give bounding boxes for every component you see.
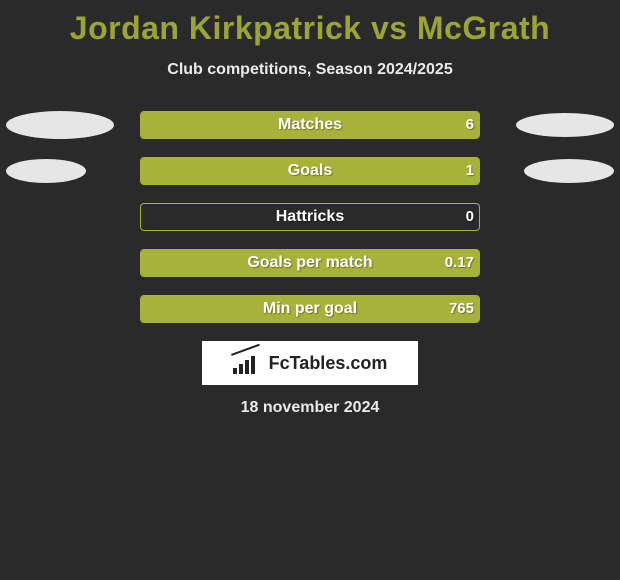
- barchart-icon: [233, 352, 263, 374]
- stat-bar-track: [140, 157, 480, 185]
- date-text: 18 november 2024: [0, 399, 620, 417]
- stats-container: Matches6 Goals1 Hattricks0 Goals per match0…: [0, 111, 620, 323]
- player-left-marker: [6, 111, 114, 139]
- player-right-marker: [524, 159, 614, 183]
- page-title: Jordan Kirkpatrick vs McGrath: [0, 0, 620, 47]
- stat-row: Min per goal765: [0, 295, 620, 323]
- stat-bar-fill: [141, 296, 479, 322]
- stat-row: Goals1: [0, 157, 620, 185]
- stat-bar-fill: [141, 158, 479, 184]
- stat-bar-fill: [141, 112, 479, 138]
- stat-bar-track: [140, 203, 480, 231]
- stat-bar-track: [140, 295, 480, 323]
- player-left-marker: [6, 159, 86, 183]
- brand-box[interactable]: FcTables.com: [202, 341, 418, 385]
- stat-bar-track: [140, 111, 480, 139]
- stat-row: Goals per match0.17: [0, 249, 620, 277]
- page-subtitle: Club competitions, Season 2024/2025: [0, 61, 620, 79]
- stat-bar-fill: [141, 250, 479, 276]
- player-right-marker: [516, 113, 614, 137]
- stat-bar-track: [140, 249, 480, 277]
- stat-row: Hattricks0: [0, 203, 620, 231]
- stat-row: Matches6: [0, 111, 620, 139]
- brand-text: FcTables.com: [269, 353, 388, 374]
